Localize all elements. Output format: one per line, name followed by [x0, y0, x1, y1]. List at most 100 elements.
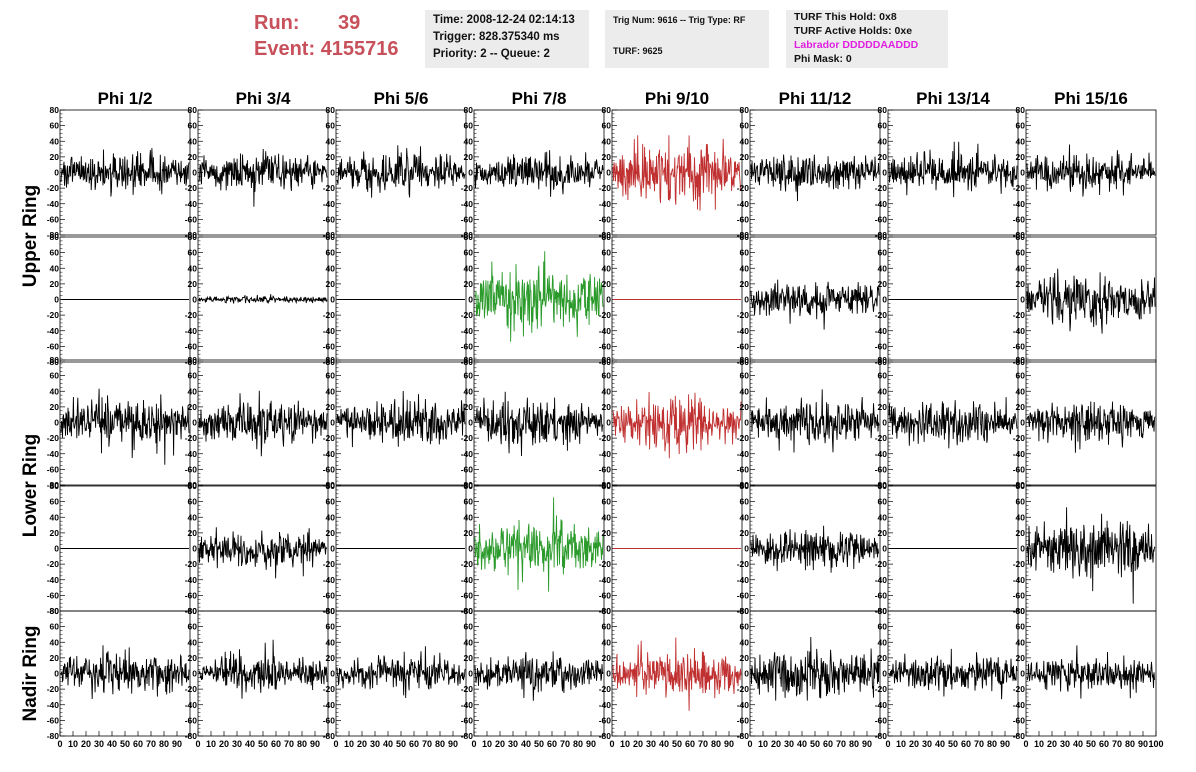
y-tick-label: 20	[740, 279, 750, 289]
y-tick-label: 60	[326, 497, 336, 507]
x-tick-label: 90	[448, 739, 458, 749]
waveform-trace	[198, 390, 328, 457]
y-tick-label: -20	[1013, 684, 1026, 694]
y-tick-label: 60	[326, 622, 336, 632]
y-tick-label: 0	[192, 418, 197, 428]
y-tick-label: 60	[602, 248, 612, 258]
x-tick-label: 90	[310, 739, 320, 749]
y-tick-label: -80	[737, 606, 750, 616]
x-tick-label: 20	[909, 739, 919, 749]
y-tick-label: 20	[50, 528, 60, 538]
x-tick-label: 70	[284, 739, 294, 749]
y-tick-label: 20	[1016, 279, 1026, 289]
y-tick-label: 60	[50, 371, 60, 381]
y-tick-label: -80	[461, 731, 474, 741]
waveform-trace	[474, 391, 604, 457]
y-tick-label: 0	[192, 295, 197, 305]
x-tick-label: 0	[57, 739, 62, 749]
y-tick-label: 40	[878, 263, 888, 273]
trig-num-text: Trig Num: 9616 -- Trig Type: RF	[613, 15, 746, 25]
y-tick-label: -40	[1013, 700, 1026, 710]
y-tick-label: 80	[878, 355, 888, 365]
x-tick-label: 80	[849, 739, 859, 749]
x-tick-label: 20	[495, 739, 505, 749]
y-tick-label: -60	[737, 341, 750, 351]
y-tick-label: 60	[878, 497, 888, 507]
x-tick-label: 50	[534, 739, 544, 749]
y-tick-label: -80	[323, 606, 336, 616]
y-tick-label: 60	[740, 248, 750, 258]
y-tick-label: -60	[599, 341, 612, 351]
x-tick-label: 60	[271, 739, 281, 749]
y-tick-label: -80	[185, 357, 198, 367]
phi-title: Phi 7/8	[512, 89, 567, 108]
y-tick-label: 80	[464, 232, 474, 242]
y-tick-label: -60	[875, 341, 888, 351]
y-tick-label: 40	[326, 512, 336, 522]
y-tick-label: 80	[464, 606, 474, 616]
y-tick-label: 0	[606, 669, 611, 679]
y-tick-label: -20	[461, 433, 474, 443]
y-tick-label: -20	[875, 183, 888, 193]
y-tick-label: -60	[1013, 464, 1026, 474]
waveform-trace	[198, 639, 328, 699]
y-tick-label: 0	[192, 544, 197, 554]
y-tick-label: -80	[599, 731, 612, 741]
y-tick-label: -20	[47, 684, 60, 694]
y-tick-label: 20	[740, 528, 750, 538]
y-tick-label: 60	[326, 248, 336, 258]
x-tick-label: 30	[508, 739, 518, 749]
turf-info-box: TURF This Hold: 0x8 TURF Active Holds: 0…	[786, 10, 948, 68]
y-tick-label: 80	[602, 481, 612, 491]
waveform-trace	[750, 525, 879, 573]
y-tick-label: -60	[461, 715, 474, 725]
y-tick-label: 60	[740, 622, 750, 632]
y-tick-label: -20	[737, 559, 750, 569]
y-tick-label: -20	[599, 310, 612, 320]
y-tick-label: 0	[882, 544, 887, 554]
y-tick-label: -40	[47, 575, 60, 585]
y-tick-label: 0	[1020, 168, 1025, 178]
turf-active-holds-text: TURF Active Holds: 0xe	[794, 25, 913, 37]
y-tick-label: 20	[326, 402, 336, 412]
y-tick-label: 80	[1016, 105, 1026, 115]
y-tick-label: 60	[740, 497, 750, 507]
y-tick-label: 40	[740, 637, 750, 647]
waveform-trace	[198, 148, 328, 207]
y-tick-label: 20	[1016, 653, 1026, 663]
y-tick-label: -20	[185, 559, 198, 569]
y-tick-label: 80	[464, 105, 474, 115]
y-tick-label: 80	[1016, 355, 1026, 365]
y-tick-label: -20	[599, 559, 612, 569]
y-tick-label: -40	[185, 326, 198, 336]
y-tick-label: 40	[326, 637, 336, 647]
waveform-trace	[1026, 507, 1156, 604]
y-tick-label: 60	[464, 497, 474, 507]
y-tick-label: -60	[47, 214, 60, 224]
y-tick-label: 20	[326, 528, 336, 538]
y-tick-label: -40	[47, 326, 60, 336]
y-tick-label: 80	[740, 606, 750, 616]
x-tick-label: 50	[258, 739, 268, 749]
phi-title: Phi 11/12	[779, 89, 852, 108]
x-tick-label: 0	[195, 739, 200, 749]
y-tick-label: 40	[740, 386, 750, 396]
x-tick-label: 40	[107, 739, 117, 749]
x-tick-label: 70	[974, 739, 984, 749]
y-tick-label: -20	[1013, 183, 1026, 193]
y-tick-label: -80	[875, 480, 888, 490]
y-tick-label: 20	[464, 653, 474, 663]
y-tick-label: 0	[330, 168, 335, 178]
x-tick-label: 90	[724, 739, 734, 749]
x-tick-label: 30	[646, 739, 656, 749]
y-tick-label: 20	[1016, 152, 1026, 162]
y-tick-label: -80	[599, 606, 612, 616]
y-tick-label: -40	[599, 575, 612, 585]
y-tick-label: -40	[185, 700, 198, 710]
x-tick-label: 60	[409, 739, 419, 749]
y-tick-label: -80	[875, 606, 888, 616]
y-tick-label: -80	[461, 357, 474, 367]
y-tick-label: 20	[326, 653, 336, 663]
y-tick-label: 60	[50, 497, 60, 507]
y-tick-label: 0	[606, 544, 611, 554]
